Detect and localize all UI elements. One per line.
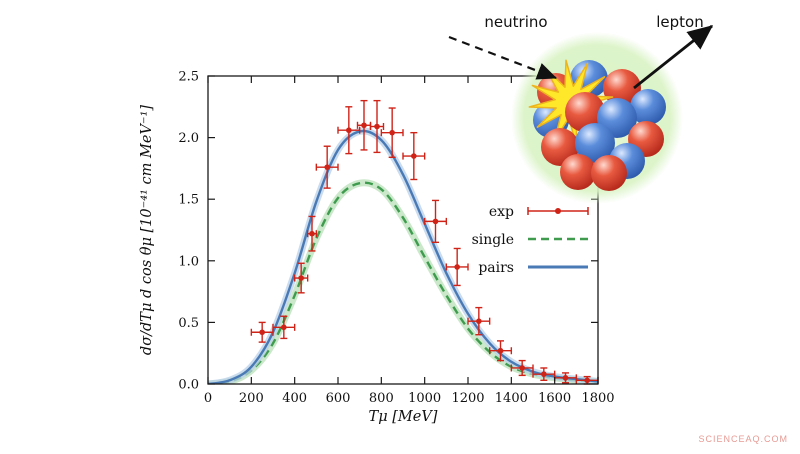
y-tick-label: 1.0 [178, 254, 199, 269]
exp-point [380, 107, 404, 159]
cross-section-chart: 0 200 400 600 800 1000 1200 1400 1600 1800 0.0 0.5 1… [178, 70, 614, 407]
x-tick-label: 1600 [538, 391, 571, 406]
y-tick-label: 0.0 [178, 378, 199, 393]
legend-label-exp: exp [489, 204, 514, 220]
exp-point [306, 215, 318, 252]
exp-point [532, 367, 556, 382]
legend: exp single pairs [472, 204, 589, 276]
lepton-label: lepton [656, 13, 703, 31]
exp-point [423, 199, 448, 244]
proton-sphere [591, 155, 627, 191]
legend-label-pairs: pairs [478, 260, 514, 276]
y-tick-label: 0.5 [178, 316, 199, 331]
nucleus-illustration [511, 32, 683, 204]
proton-sphere [565, 92, 605, 132]
exp-point [369, 99, 385, 154]
neutron-sphere [630, 89, 666, 125]
x-tick-label: 200 [239, 391, 264, 406]
exp-point [356, 99, 372, 151]
x-tick-label: 1200 [451, 391, 484, 406]
watermark: SCIENCEAQ.COM [698, 434, 788, 444]
exp-point [445, 247, 469, 287]
x-tick-label: 800 [369, 391, 394, 406]
exp-point [315, 145, 339, 189]
y-axis-label: dσ/dTμ d cos θμ [10⁻⁴¹ cm MeV⁻¹] [139, 105, 155, 355]
y-tick-label: 2.0 [178, 131, 199, 146]
neutrino-arrow-icon [448, 35, 558, 80]
neutrino-label: neutrino [484, 13, 547, 31]
exp-point [467, 306, 491, 336]
plot-frame: 0 200 400 600 800 1000 1200 1400 1600 1800 0.0 0.5 1… [178, 70, 614, 407]
exp-point [250, 321, 274, 343]
exp-point [488, 340, 513, 362]
exp-point [402, 131, 426, 181]
exp-point [293, 262, 309, 294]
x-tick-label: 600 [326, 391, 351, 406]
exp-point [337, 106, 361, 155]
exp-point [510, 359, 534, 377]
reaction-arrows [448, 24, 714, 90]
x-tick-label: 0 [204, 391, 212, 406]
neutron-sphere [575, 123, 615, 163]
proton-sphere [560, 154, 596, 190]
lepton-arrow-icon [633, 24, 714, 90]
exp-point [272, 315, 296, 340]
x-tick-label: 1000 [408, 391, 441, 406]
x-axis-label: Tμ [MeV] [369, 409, 438, 425]
legend-label-single: single [472, 232, 514, 248]
x-tick-label: 1400 [495, 391, 528, 406]
y-tick-label: 1.5 [178, 193, 199, 208]
x-tick-label: 400 [282, 391, 307, 406]
x-tick-label: 1800 [581, 391, 614, 406]
y-tick-label: 2.5 [178, 70, 199, 85]
